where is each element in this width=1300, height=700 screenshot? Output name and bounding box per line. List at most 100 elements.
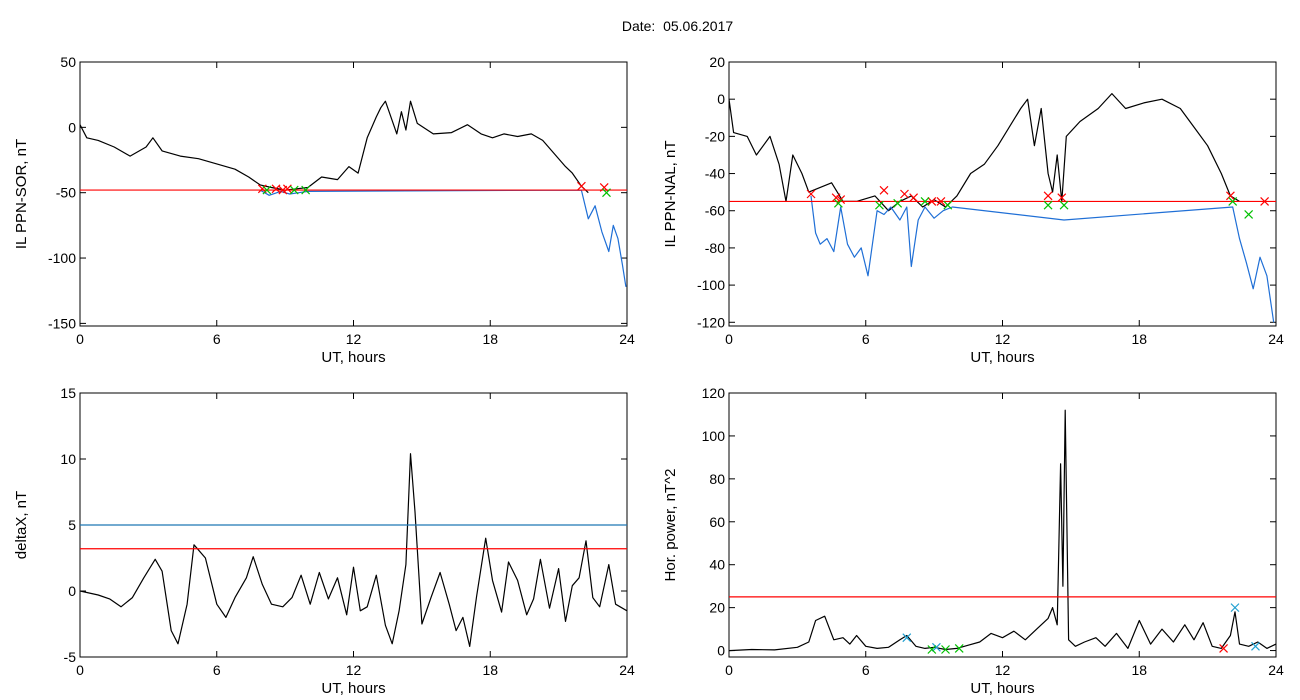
y-tick-label: -50 — [56, 185, 76, 201]
x-tick-label: 12 — [346, 662, 362, 678]
x-marker — [833, 198, 843, 208]
x-marker — [1043, 200, 1053, 210]
x-tick-label: 0 — [76, 662, 84, 678]
x-tick-label: 12 — [346, 331, 362, 347]
y-tick-label: 20 — [709, 600, 725, 616]
x-tick-label: 18 — [1131, 331, 1147, 347]
x-marker — [1043, 191, 1053, 201]
x-marker — [893, 198, 903, 208]
y-tick-label: 120 — [702, 385, 726, 401]
x-marker — [931, 642, 941, 652]
x-marker — [1230, 603, 1240, 613]
axis-frame — [79, 61, 628, 327]
x-marker — [262, 185, 272, 195]
x-marker — [927, 197, 937, 206]
axis-frame — [728, 392, 1277, 658]
y-tick-label: 0 — [68, 119, 76, 135]
series-line-0 — [80, 453, 627, 647]
x-marker — [943, 200, 953, 210]
x-tick-label: 18 — [482, 331, 498, 347]
y-tick-label: 0 — [717, 91, 725, 107]
x-tick-label: 24 — [619, 662, 635, 678]
x-tick-label: 0 — [76, 331, 84, 347]
x-tick-label: 6 — [213, 331, 221, 347]
y-tick-label: -5 — [64, 649, 77, 665]
x-marker — [1244, 210, 1254, 219]
x-tick-label: 24 — [1268, 331, 1284, 347]
y-tick-label: -100 — [697, 277, 725, 293]
x-marker — [1057, 193, 1067, 203]
x-tick-label: 6 — [862, 331, 870, 347]
panel-il-ppn-sor: 0 6 12 18 24 -150 -100 -50 0 50 UT, hours IL PPN-SO… — [13, 54, 635, 366]
y-tick-label: 10 — [60, 451, 76, 467]
x-marker — [1251, 641, 1260, 651]
x-marker — [831, 193, 841, 203]
x-marker — [599, 183, 609, 192]
panel-il-ppn-nal: 0 6 12 18 24 -120 -100 -80 -60 -40 -20 0 20 UT, hours… — [662, 54, 1284, 366]
x-axis-label: UT, hours — [970, 349, 1034, 366]
y-tick-label: 15 — [60, 385, 76, 401]
x-tick-label: 18 — [1131, 662, 1147, 678]
y-tick-label: 100 — [702, 428, 726, 444]
y-tick-label: -60 — [705, 203, 725, 219]
series-line-0 — [729, 93, 1240, 212]
x-marker — [954, 643, 964, 653]
x-marker — [909, 193, 919, 203]
x-tick-label: 0 — [725, 331, 733, 347]
y-tick-label: -40 — [705, 166, 725, 182]
series-line-1 — [259, 189, 627, 287]
x-marker — [879, 185, 889, 195]
y-axis-label: IL PPN-SOR, nT — [13, 139, 30, 249]
x-axis-label: UT, hours — [321, 349, 385, 366]
x-marker — [1228, 197, 1238, 206]
x-marker — [900, 189, 909, 199]
x-marker — [920, 197, 930, 206]
x-axis-label: UT, hours — [970, 680, 1034, 697]
y-tick-label: 0 — [68, 583, 76, 599]
y-tick-label: -120 — [697, 314, 725, 330]
y-axis-label: deltaX, nT — [13, 491, 30, 559]
x-tick-label: 6 — [213, 662, 221, 678]
y-tick-label: 60 — [709, 514, 725, 530]
y-tick-label: -100 — [48, 250, 76, 266]
y-tick-label: 80 — [709, 471, 725, 487]
series-line-1 — [810, 195, 1275, 323]
x-marker — [936, 197, 946, 206]
x-marker — [806, 189, 816, 199]
page-title: Date: 05.06.2017 — [621, 18, 734, 34]
x-marker — [941, 645, 950, 654]
x-marker — [1260, 197, 1270, 206]
x-marker — [1219, 643, 1229, 653]
x-marker — [301, 185, 311, 195]
y-tick-label: 20 — [709, 54, 725, 70]
x-marker — [1225, 191, 1235, 201]
y-tick-label: 50 — [60, 54, 76, 70]
x-tick-label: 24 — [619, 331, 635, 347]
y-tick-label: 40 — [709, 557, 725, 573]
series-line-0 — [80, 100, 589, 194]
y-tick-label: -80 — [705, 240, 725, 256]
x-tick-label: 24 — [1268, 662, 1284, 678]
x-marker — [1059, 200, 1069, 210]
x-marker — [271, 184, 281, 194]
x-marker — [289, 185, 299, 195]
x-marker — [282, 184, 292, 194]
x-tick-label: 12 — [995, 662, 1011, 678]
series-line-0 — [729, 409, 1276, 652]
x-tick-label: 18 — [482, 662, 498, 678]
x-marker — [576, 181, 586, 191]
x-marker — [602, 188, 611, 198]
y-axis-label: Hor. power, nT^2 — [662, 469, 679, 582]
x-axis-label: UT, hours — [321, 680, 385, 697]
x-tick-label: 0 — [725, 662, 733, 678]
x-marker — [902, 633, 912, 643]
panel-hor-power: 0 6 12 18 24 0 20 40 60 80 100 120 UT, hours Hor. pow… — [662, 385, 1284, 697]
x-marker — [875, 200, 884, 210]
y-tick-label: -20 — [705, 128, 725, 144]
y-tick-label: -150 — [48, 315, 76, 331]
y-tick-label: 5 — [68, 517, 76, 533]
y-tick-label: 0 — [717, 643, 725, 659]
x-tick-label: 6 — [862, 662, 870, 678]
